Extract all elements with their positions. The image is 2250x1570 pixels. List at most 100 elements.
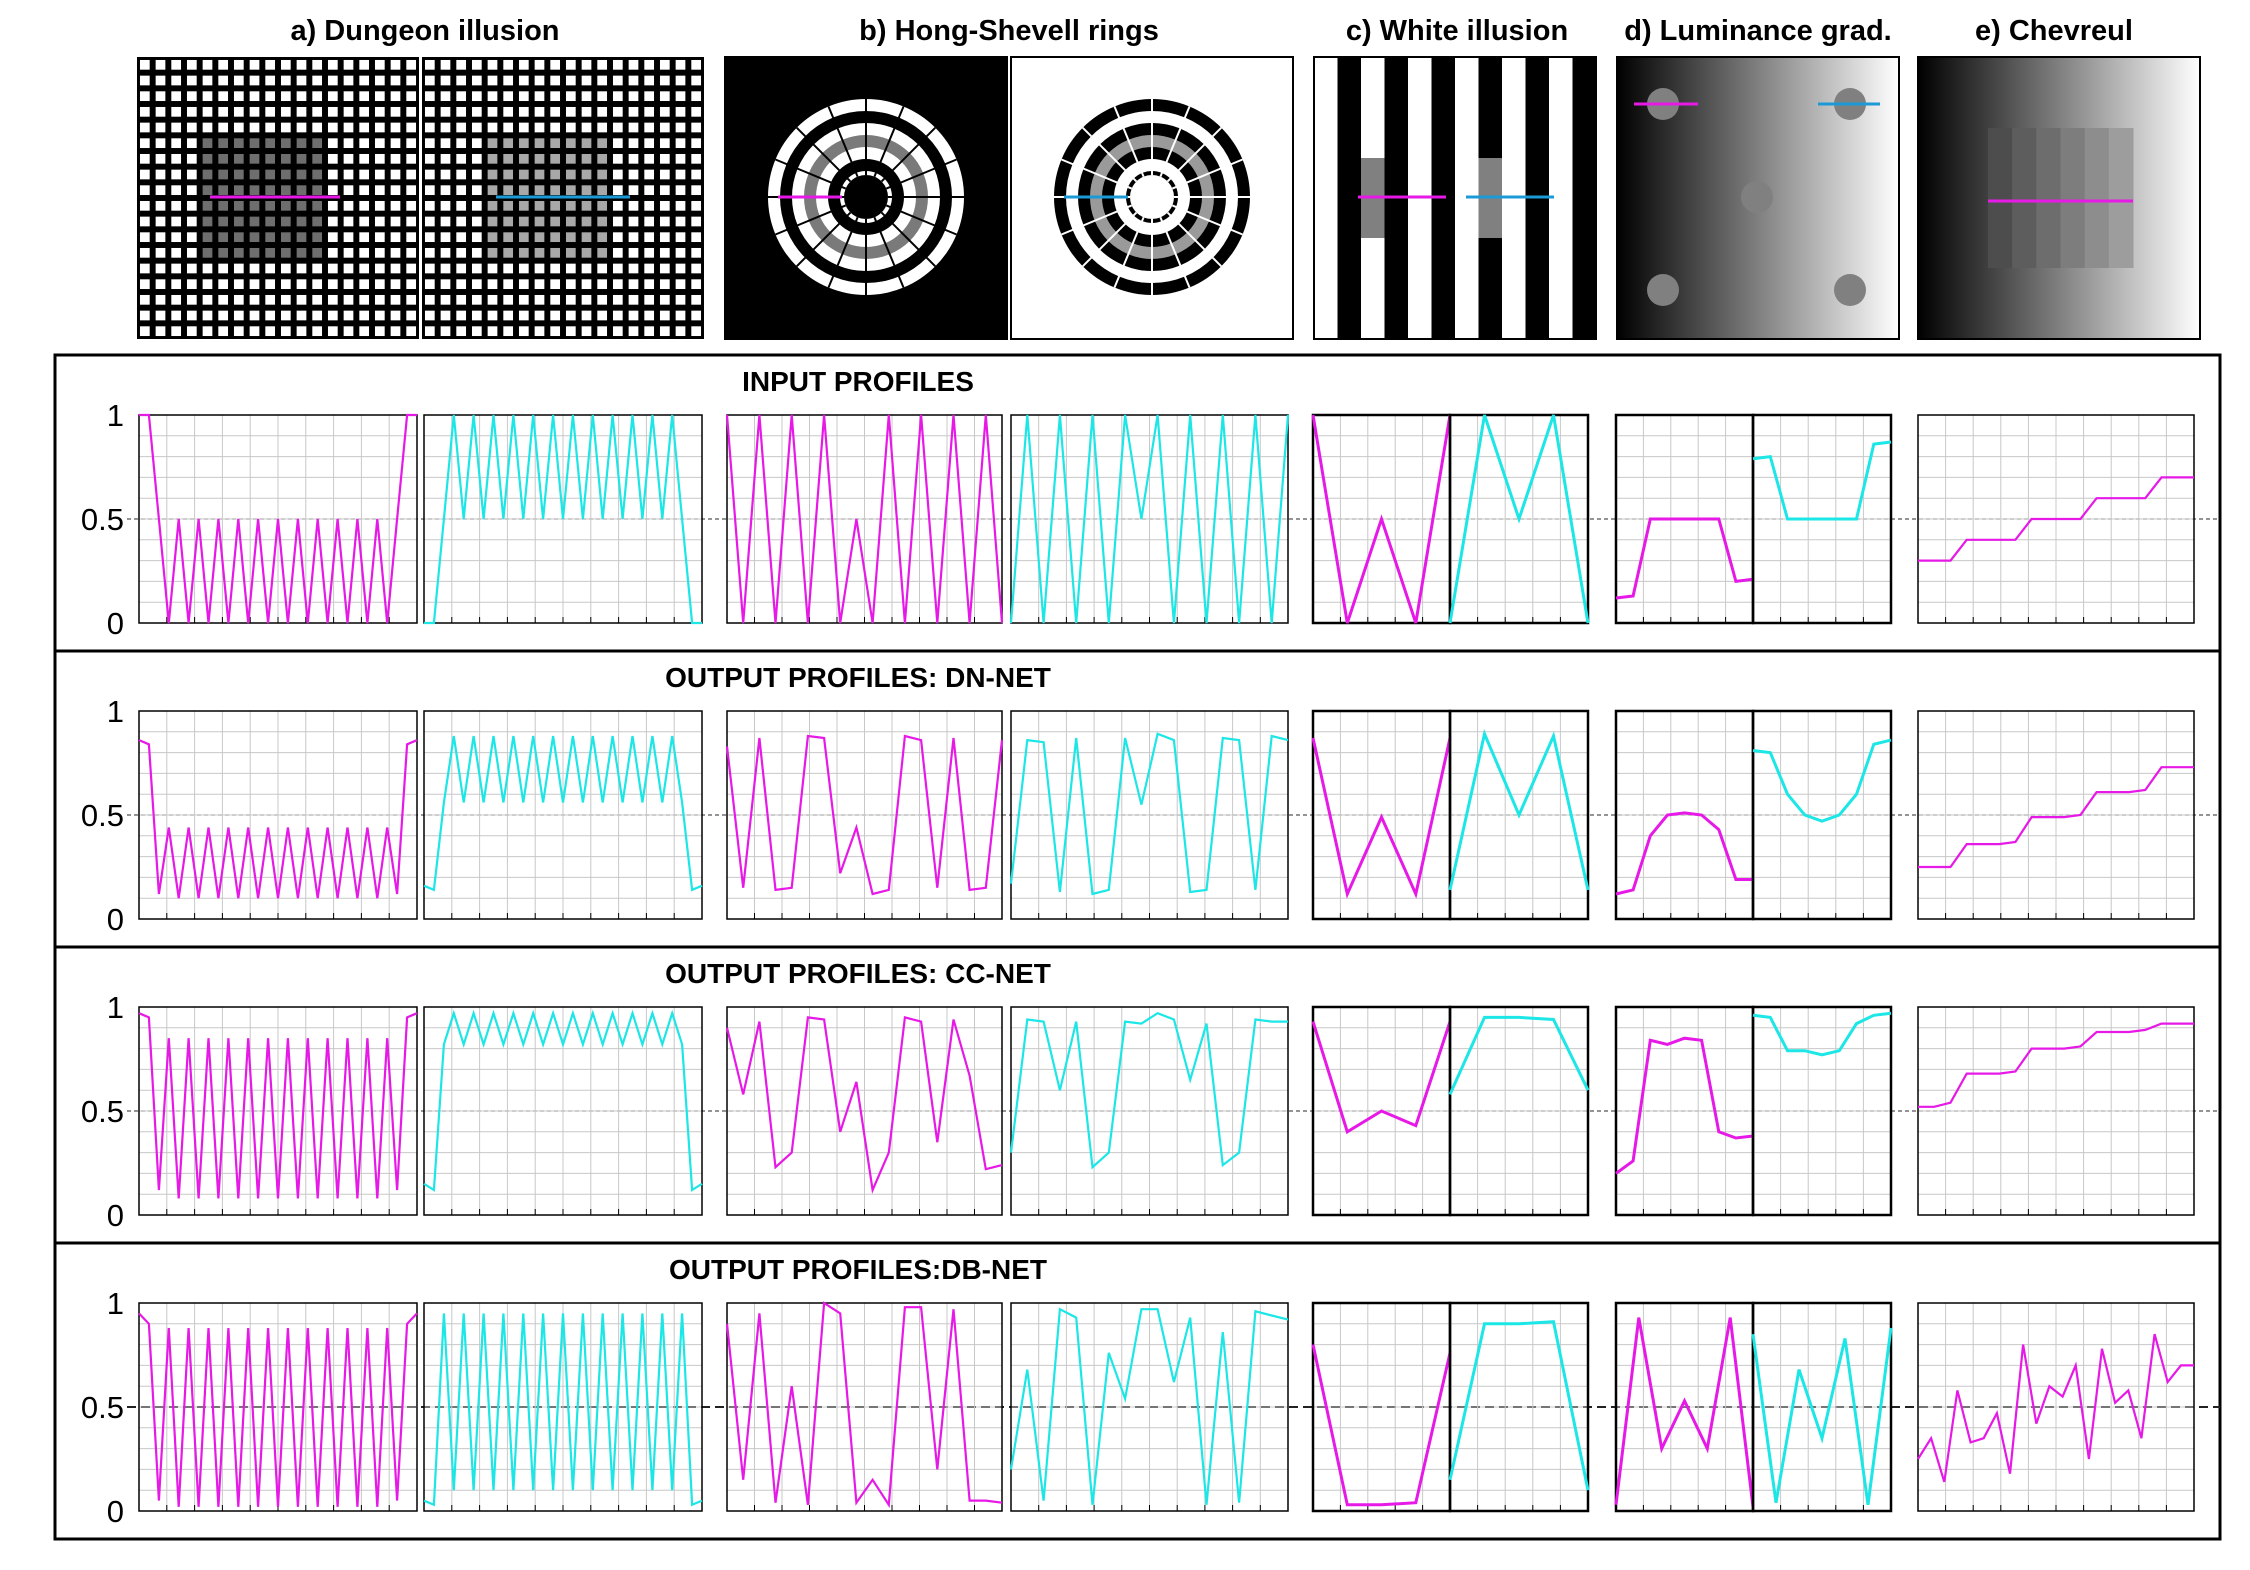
profile-plot <box>138 1302 418 1512</box>
series-line-cyan <box>1448 1015 1590 1096</box>
series-line-cyan <box>1752 1011 1892 1057</box>
profile-plot <box>1448 1301 1590 1513</box>
series-line-magenta <box>1918 1022 2194 1108</box>
profile-plot <box>1311 1005 1452 1217</box>
y-tick-label: 0 <box>107 606 124 641</box>
y-tick-label: 0.5 <box>81 1094 124 1129</box>
profile-plot <box>1009 1302 1289 1512</box>
profile-row-3: OUTPUT PROFILES: CC-NET 0 0.5 1 <box>53 945 2222 1245</box>
series-line-magenta <box>1311 1344 1452 1507</box>
series-line-magenta <box>1311 1021 1452 1135</box>
profile-plot <box>1614 413 1755 625</box>
series-line-magenta <box>138 1012 418 1199</box>
profile-plot <box>725 710 1004 920</box>
series-line-magenta <box>725 1016 1003 1194</box>
stimulus-dungeon-dark <box>137 57 419 339</box>
profile-row-4: OUTPUT PROFILES:DB-NET 0 0.5 1 <box>53 1241 2222 1541</box>
y-tick-label: 1 <box>107 990 124 1025</box>
panel-title-b: b) Hong-Shevell rings <box>859 15 1159 47</box>
profile-plot <box>1311 709 1452 921</box>
panel-title-d: d) Luminance grad. <box>1624 15 1891 47</box>
profile-plot <box>1448 413 1590 625</box>
y-tick-label: 0.5 <box>81 502 124 537</box>
profile-plot <box>1917 414 2195 624</box>
series-line-cyan <box>1752 440 1892 521</box>
profile-plot <box>725 414 1004 624</box>
profile-plot <box>1311 413 1452 625</box>
y-tick-label: 1 <box>107 398 124 433</box>
profile-row-2: OUTPUT PROFILES: DN-NET 0 0.5 1 <box>53 649 2222 949</box>
profile-plot <box>423 1302 703 1512</box>
panel-titles: a) Dungeon illusion b) Hong-Shevell ring… <box>290 15 2133 47</box>
series-line-magenta <box>725 734 1004 896</box>
profile-plot <box>423 414 703 625</box>
series-line-cyan <box>423 1313 703 1507</box>
series-line-magenta <box>1615 811 1753 896</box>
series-line-cyan <box>1009 1307 1289 1505</box>
panel-title-a: a) Dungeon illusion <box>290 15 559 47</box>
profile-plot <box>1614 1301 1755 1513</box>
profile-plot <box>1751 1301 1893 1513</box>
series-line-magenta <box>139 413 417 624</box>
profile-plot <box>725 1006 1003 1216</box>
stimulus-rings-dark <box>724 56 1008 340</box>
series-line-magenta <box>1614 1317 1755 1507</box>
row-frame <box>53 353 2222 653</box>
series-line-cyan <box>1009 414 1290 624</box>
row-title: OUTPUT PROFILES: DN-NET <box>665 662 1051 693</box>
series-line-magenta <box>1917 1333 2194 1483</box>
profile-plot <box>1751 413 1893 625</box>
profile-plot <box>138 710 418 920</box>
row-title: OUTPUT PROFILES:DB-NET <box>669 1254 1047 1285</box>
panel-title-e: e) Chevreul <box>1975 15 2133 47</box>
stimuli <box>137 56 2201 340</box>
profile-plot <box>1448 1005 1590 1217</box>
profile-plot <box>1917 710 2195 920</box>
y-tick-label: 0.5 <box>81 798 124 833</box>
stimulus-chevreul <box>1917 56 2201 340</box>
row-title: OUTPUT PROFILES: CC-NET <box>665 958 1051 989</box>
series-line-magenta <box>725 1301 1003 1509</box>
profile-plot <box>423 710 703 920</box>
row-frame <box>53 945 2222 1245</box>
series-line-cyan <box>1752 738 1892 823</box>
series-line-magenta <box>138 1312 418 1507</box>
profile-plot <box>1751 1005 1893 1217</box>
row-frame <box>53 1241 2222 1541</box>
profile-row-1: INPUT PROFILES 0 0.5 1 <box>53 353 2222 653</box>
row-frame <box>53 649 2222 949</box>
series-line-magenta <box>1311 414 1452 624</box>
series-line-cyan <box>1009 1011 1288 1170</box>
profile-plot <box>1614 709 1755 921</box>
stimulus-dungeon-light <box>422 57 704 339</box>
y-tick-label: 0 <box>107 1494 124 1529</box>
profile-plot <box>138 1006 418 1216</box>
series-line-cyan <box>424 414 702 625</box>
series-line-magenta <box>138 739 418 899</box>
series-line-cyan <box>1448 729 1590 891</box>
profile-plot <box>1009 414 1290 624</box>
y-tick-label: 0.5 <box>81 1390 124 1425</box>
series-line-cyan <box>1448 414 1590 624</box>
stimulus-rings-light <box>1010 56 1294 340</box>
y-tick-label: 0 <box>107 902 124 937</box>
series-line-magenta <box>725 414 1004 624</box>
profile-plot <box>1448 709 1590 921</box>
series-line-magenta <box>1615 517 1754 600</box>
y-tick-label: 1 <box>107 694 124 729</box>
series-line-cyan <box>1448 1320 1590 1491</box>
stimulus-luminance-gradient <box>1616 56 1900 340</box>
profile-plot <box>1009 1006 1289 1216</box>
profile-plot <box>1311 1301 1452 1513</box>
series-line-magenta <box>1918 476 2194 562</box>
stimulus-white-illusion <box>1313 56 1597 340</box>
row-title: INPUT PROFILES <box>742 366 974 397</box>
profile-plot <box>1917 1302 2195 1512</box>
profile-plot <box>1009 710 1289 920</box>
series-line-magenta <box>1615 1036 1754 1175</box>
series-line-magenta <box>1918 766 2194 869</box>
series-line-cyan <box>423 735 703 892</box>
profile-plot <box>1614 1005 1755 1217</box>
